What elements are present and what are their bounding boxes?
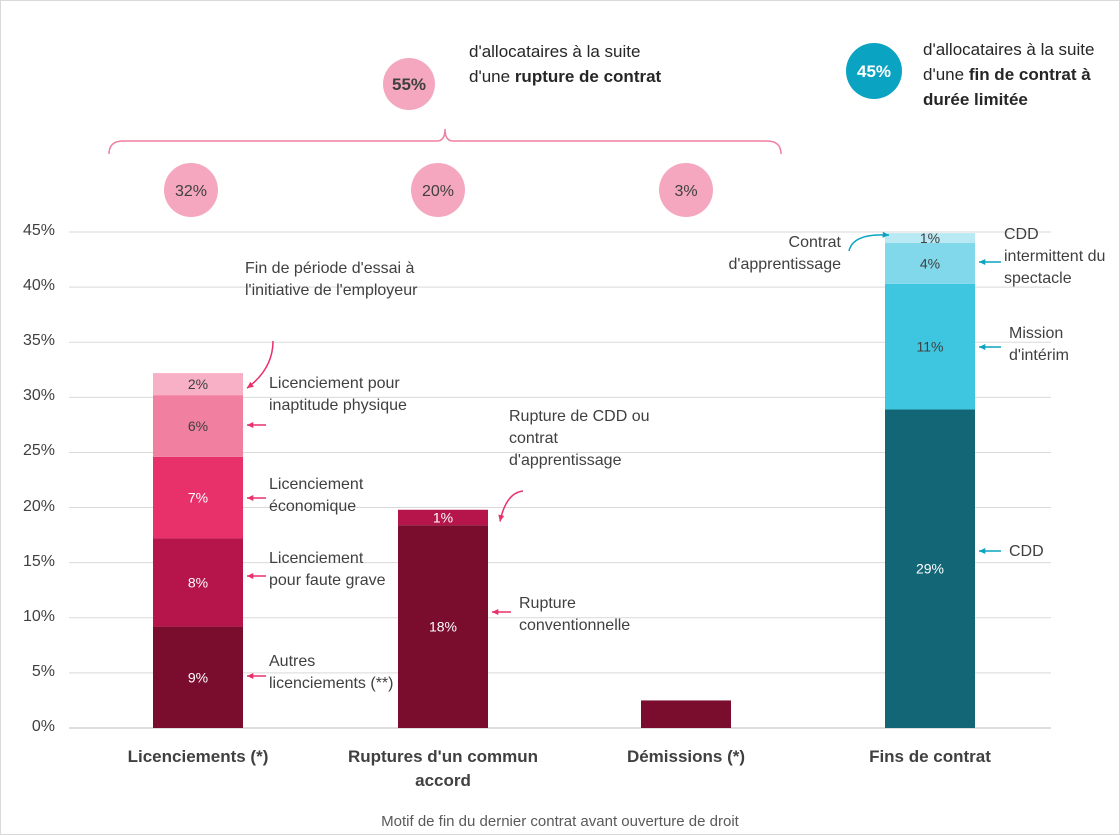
x-tick-label: Démissions (*) bbox=[626, 747, 746, 766]
y-tick-label: 10% bbox=[22, 607, 55, 625]
arrow-head bbox=[492, 608, 499, 616]
segment-name: Licenciement pour faute grave bbox=[269, 550, 386, 589]
value-label: 11% bbox=[917, 339, 944, 355]
group-label: 55% bbox=[392, 75, 426, 94]
segment-name: Autres licenciements (**) bbox=[269, 653, 394, 692]
segment-name: CDD intermittent du spectacle bbox=[1004, 226, 1106, 287]
x-tick-label: Ruptures d'un commun accord bbox=[347, 747, 539, 790]
bar-segment bbox=[153, 538, 243, 627]
arrow-head bbox=[247, 494, 254, 502]
bar-segment bbox=[885, 283, 975, 410]
arrow-head bbox=[882, 231, 889, 238]
bar-segment bbox=[398, 509, 488, 526]
value-label: 9% bbox=[188, 669, 208, 685]
y-tick-label: 45% bbox=[22, 222, 55, 239]
y-tick-label: 30% bbox=[22, 387, 55, 405]
total-label: 32% bbox=[175, 183, 207, 200]
bar-segment bbox=[153, 626, 243, 728]
group-bubble bbox=[383, 58, 435, 110]
y-tick-label: 35% bbox=[22, 332, 55, 350]
arrow-head bbox=[247, 572, 254, 580]
value-label: 1% bbox=[433, 509, 453, 525]
y-tick-label: 40% bbox=[22, 277, 55, 295]
segment-name: Fin de période d'essai à l'initiative de… bbox=[245, 260, 418, 299]
value-label: 8% bbox=[188, 575, 208, 591]
value-label: 2% bbox=[188, 376, 208, 392]
total-label: 20% bbox=[422, 183, 454, 200]
bar-segment bbox=[885, 243, 975, 284]
y-tick-label: 15% bbox=[22, 552, 55, 570]
total-bubble bbox=[411, 163, 465, 217]
arrow-head bbox=[979, 343, 986, 351]
value-label: 7% bbox=[188, 490, 208, 506]
bar-segment bbox=[153, 456, 243, 539]
arrow-head bbox=[979, 547, 986, 555]
segment-name: Contrat d'apprentissage bbox=[728, 234, 841, 273]
total-label: 3% bbox=[674, 183, 697, 200]
group-text-emphasis: rupture de contrat bbox=[514, 67, 662, 86]
value-label: 4% bbox=[920, 255, 940, 271]
bar-segment bbox=[885, 409, 975, 728]
arrow-head bbox=[247, 672, 254, 680]
x-tick-label: Fins de contrat bbox=[869, 747, 991, 766]
bar-segment bbox=[153, 373, 243, 396]
segment-name: Licenciement économique bbox=[269, 476, 364, 515]
bar-segment bbox=[641, 700, 731, 728]
segment-name: Mission d'intérim bbox=[1009, 325, 1069, 364]
arrow-head bbox=[247, 421, 254, 429]
y-tick-label: 25% bbox=[22, 442, 55, 460]
group-text: d'allocataires à la suite d'une fin de c… bbox=[923, 37, 1113, 112]
value-label: 1% bbox=[920, 230, 940, 246]
group-label: 45% bbox=[857, 62, 891, 81]
arrow-head bbox=[498, 514, 505, 522]
segment-name: CDD bbox=[1009, 543, 1044, 560]
bar-segment bbox=[153, 395, 243, 457]
group-bubble bbox=[846, 43, 902, 99]
segment-name: Rupture de CDD ou contrat d'apprentissag… bbox=[509, 408, 650, 469]
value-label: 6% bbox=[188, 418, 208, 434]
y-tick-label: 0% bbox=[31, 718, 55, 735]
value-label: 18% bbox=[429, 619, 457, 635]
segment-name: Licenciement pour inaptitude physique bbox=[269, 375, 407, 414]
total-bubble bbox=[659, 163, 713, 217]
y-tick-label: 5% bbox=[31, 662, 55, 680]
y-tick-label: 20% bbox=[22, 497, 55, 515]
group-text: d'allocataires à la suite d'une rupture … bbox=[469, 39, 669, 89]
arrow-head bbox=[247, 381, 254, 389]
group-text-main: d'allocataires à la suite d'une bbox=[923, 40, 1095, 84]
bar-segment bbox=[398, 525, 488, 728]
total-bubble bbox=[164, 163, 218, 217]
x-tick-label: Licenciements (*) bbox=[127, 747, 269, 766]
value-label: 29% bbox=[916, 561, 944, 577]
bar-segment bbox=[885, 233, 975, 244]
segment-name: Rupture conventionnelle bbox=[519, 595, 631, 634]
group-text-emphasis: fin de contrat à durée limitée bbox=[923, 65, 1091, 109]
x-axis-label: Motif de fin du dernier contrat avant ou… bbox=[381, 813, 739, 830]
bracket bbox=[108, 128, 782, 155]
arrow-head bbox=[979, 258, 986, 266]
group-text-main: d'allocataires à la suite d'une bbox=[469, 42, 641, 86]
